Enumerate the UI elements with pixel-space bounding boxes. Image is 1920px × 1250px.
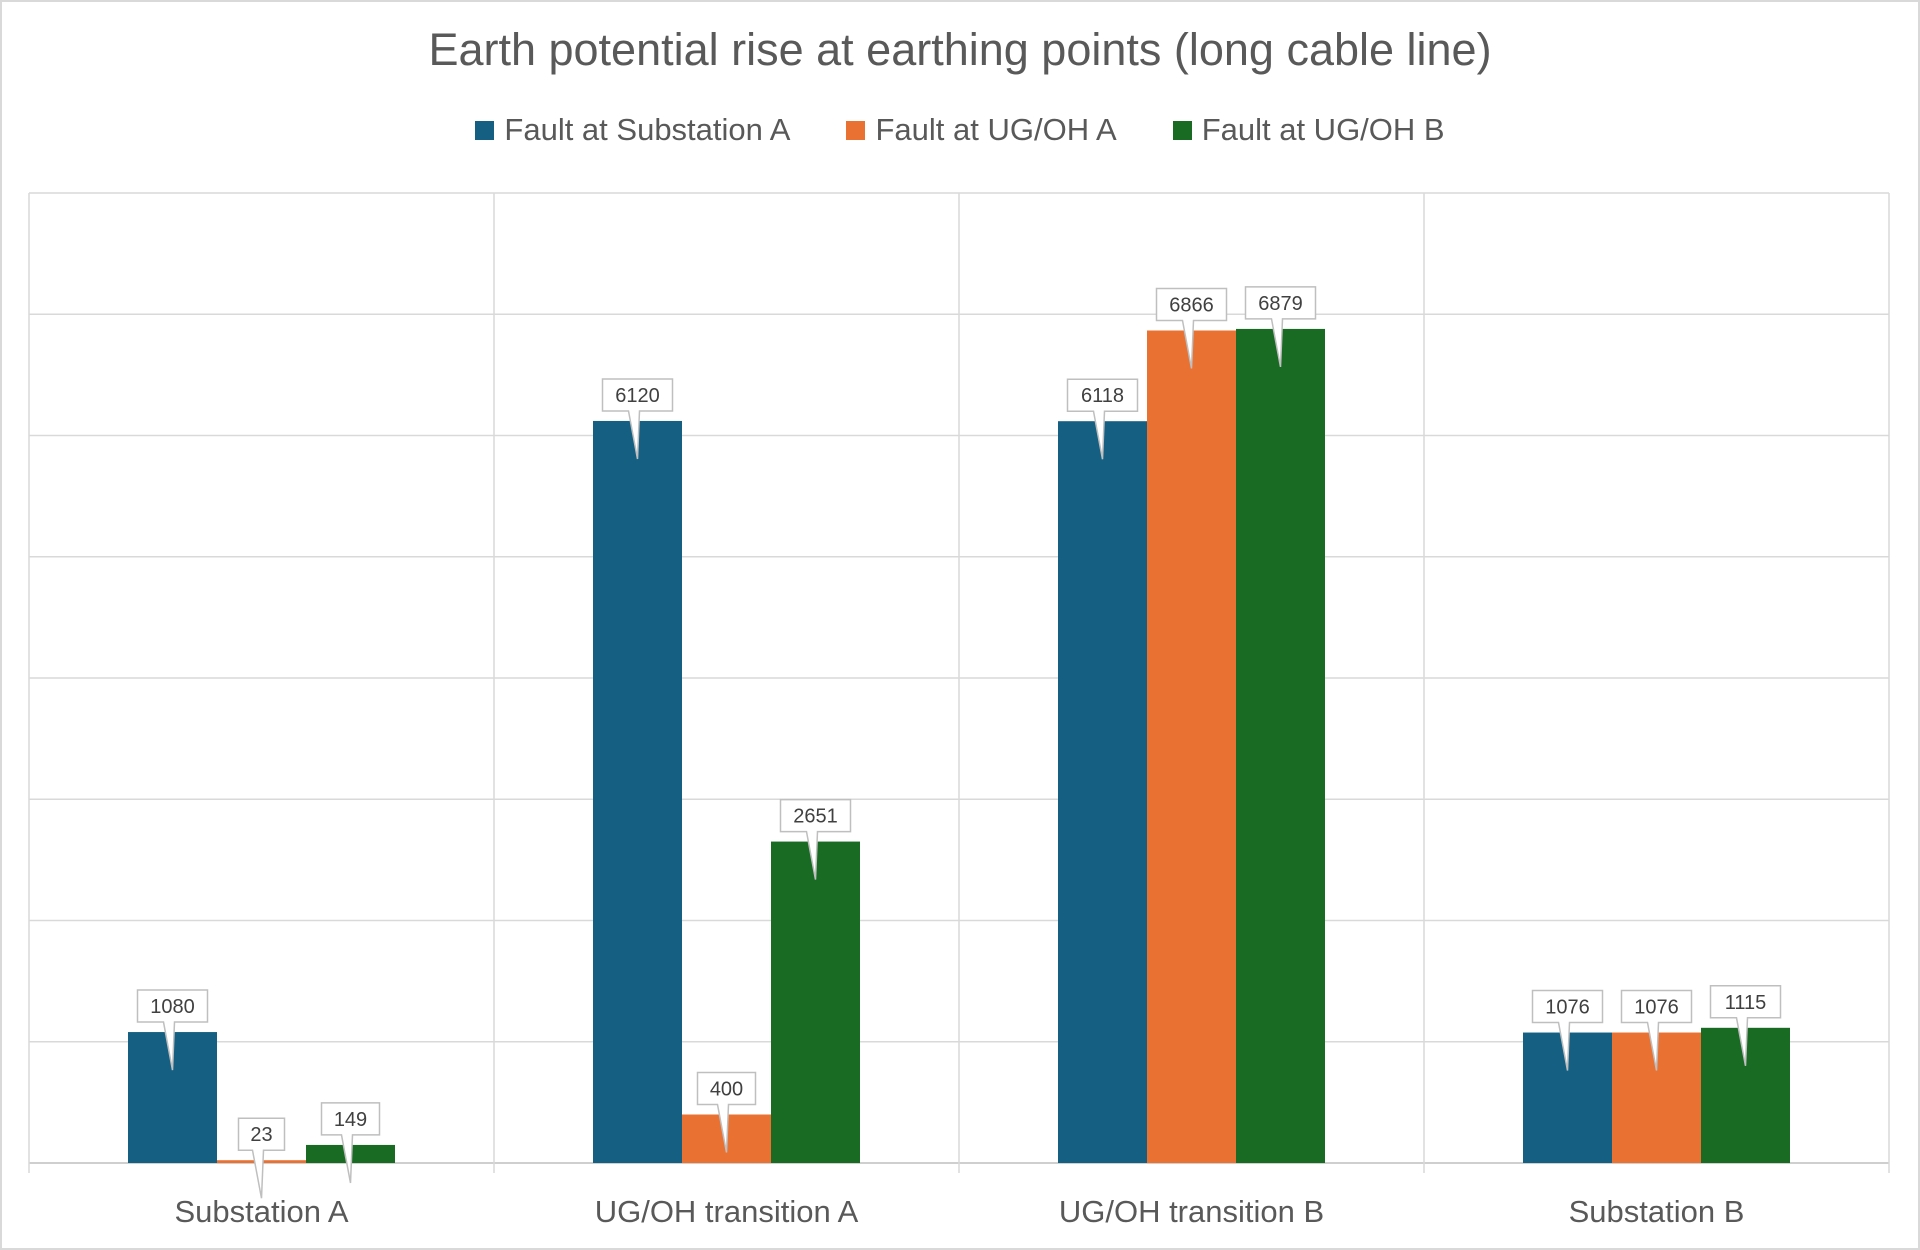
data-label: 6879 [1258, 293, 1303, 315]
data-label: 149 [334, 1109, 367, 1131]
data-label: 1080 [150, 996, 195, 1018]
data-label-callout [1531, 989, 1604, 1071]
data-label: 6118 [1081, 385, 1124, 407]
data-label: 2651 [793, 806, 838, 828]
data-label-callout [1244, 286, 1317, 368]
data-label-callout [696, 1071, 757, 1153]
legend-swatch [846, 120, 866, 140]
data-label-callout [1620, 989, 1693, 1071]
data-label-callout [1066, 378, 1139, 460]
legend-label: Fault at UG/OH B [1201, 112, 1445, 147]
data-label-callout [320, 1102, 381, 1184]
bar [771, 841, 860, 1163]
data-label: 400 [710, 1079, 743, 1101]
x-tick-label: UG/OH transition A [595, 1194, 859, 1229]
data-label: 1076 [1545, 997, 1590, 1019]
data-label: 1076 [1634, 997, 1679, 1019]
bar [1236, 328, 1325, 1163]
legend-swatch [475, 120, 495, 140]
legend-label: Fault at Substation A [504, 112, 791, 147]
legend-label: Fault at UG/OH A [875, 112, 1117, 147]
data-label: 6120 [615, 385, 660, 407]
data-label-callout [1155, 287, 1228, 369]
legend-item-series-2: Fault at UG/OH B [1172, 112, 1445, 148]
data-label: 23 [250, 1124, 272, 1146]
data-label-callout [136, 989, 209, 1071]
data-label-callout [779, 798, 852, 880]
data-label-callout [1709, 985, 1782, 1066]
legend-item-series-1: Fault at UG/OH A [846, 112, 1117, 148]
data-label: 1115 [1725, 992, 1767, 1014]
data-label-callout [601, 378, 674, 460]
chart-title: Earth potential rise at earthing points … [428, 24, 1492, 75]
legend-swatch [1172, 120, 1192, 140]
bar [1058, 421, 1147, 1163]
x-tick-label: Substation A [174, 1194, 348, 1229]
data-label-callout [237, 1117, 286, 1199]
x-tick-label: Substation B [1569, 1194, 1745, 1229]
x-tick-label: UG/OH transition B [1059, 1194, 1324, 1229]
bar [593, 420, 682, 1163]
legend: Fault at Substation A Fault at UG/OH A F… [0, 112, 1920, 148]
bar [1147, 330, 1236, 1163]
data-label: 6866 [1169, 294, 1214, 316]
legend-item-series-0: Fault at Substation A [475, 112, 790, 148]
